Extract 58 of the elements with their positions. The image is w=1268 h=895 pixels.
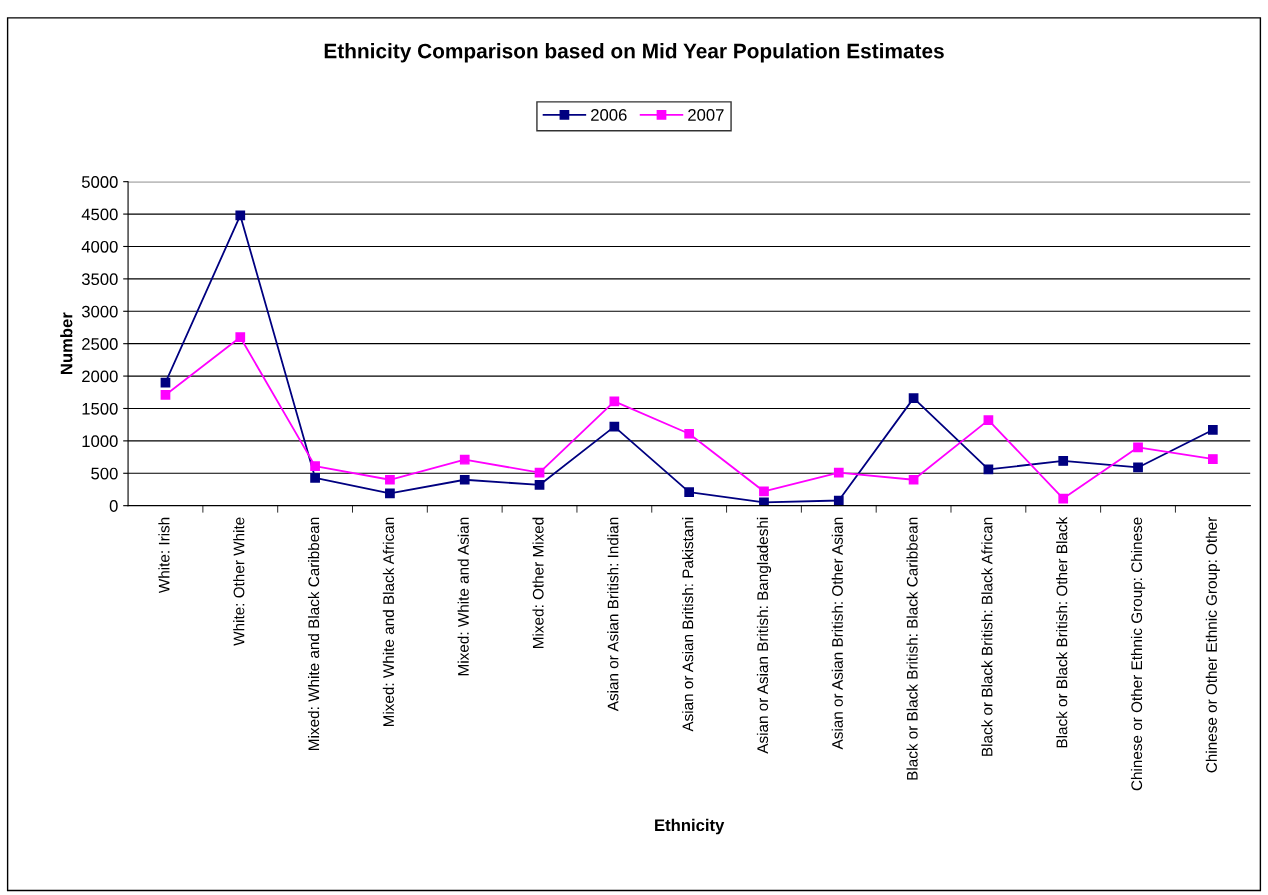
x-tick-label: Mixed: White and Black Caribbean [307,517,320,750]
x-axis-title: Ethnicity [655,818,725,835]
x-tick-label: Mixed: White and Asian [457,517,469,676]
y-tick-label: 4500 [81,208,118,221]
point [459,454,470,465]
point [609,396,620,407]
x-tick-label: Black or Black British: Black Caribbean [906,517,918,780]
point [310,461,320,472]
point [833,467,844,478]
y-tick-label: 5000 [81,176,118,188]
y-tick-label: 4000 [81,240,118,253]
point [1133,442,1143,453]
point [385,488,395,499]
y-tick-label: 1000 [82,435,118,448]
y-tick-label: 3500 [81,273,118,286]
y-tick-label: 0 [109,500,118,512]
x-tick-label: Asian or Asian British: Bangladeshi [756,517,772,754]
legend-label: 2007 [688,109,724,121]
x-tick-label: Black or Black British: Black African [981,517,993,756]
x-tick-label: White: Irish [158,517,170,594]
point [908,393,919,403]
point [684,428,695,439]
point [908,474,919,485]
point [1133,462,1143,473]
point [235,210,246,221]
point [1207,454,1218,464]
legend-label: 2006 [591,109,627,121]
point [1207,424,1218,435]
y-tick-label: 3000 [81,305,118,318]
point [759,497,769,506]
y-tick-label: 500 [91,467,118,480]
y-axis-title: Number [60,312,73,375]
point [160,390,171,400]
point [385,474,395,485]
point [833,495,844,506]
y-tick-label: 2500 [82,338,118,350]
x-tick-label: Mixed: White and Black African [382,517,395,727]
point [1058,493,1069,504]
point [759,486,769,497]
x-tick-label: Asian or Asian British: Pakistani [682,517,694,732]
y-tick-label: 1500 [82,402,118,415]
x-tick-label: Mixed: Other Mixed [532,517,544,648]
point [684,487,695,497]
x-tick-label: Chinese or Other Ethnic Group: Other [1205,517,1220,773]
x-tick-label: Asian or Asian British: Other Asian [831,517,843,750]
point [235,332,246,343]
x-tick-label: Chinese or Other Ethnic Group: Chinese [1130,517,1146,791]
point [459,474,470,485]
point [534,480,545,490]
x-tick-label: White: Other White [233,517,245,646]
chart-title: Ethnicity Comparison based on Mid Year Population Estimates [324,43,944,63]
point [1058,456,1069,466]
x-tick-label: Asian or Asian British: Indian [607,517,619,712]
point [983,415,994,426]
point [310,472,320,483]
x-tick-label: Black or Black British: Other Black [1056,516,1068,748]
point [609,421,620,432]
y-tick-label: 2000 [82,370,118,383]
